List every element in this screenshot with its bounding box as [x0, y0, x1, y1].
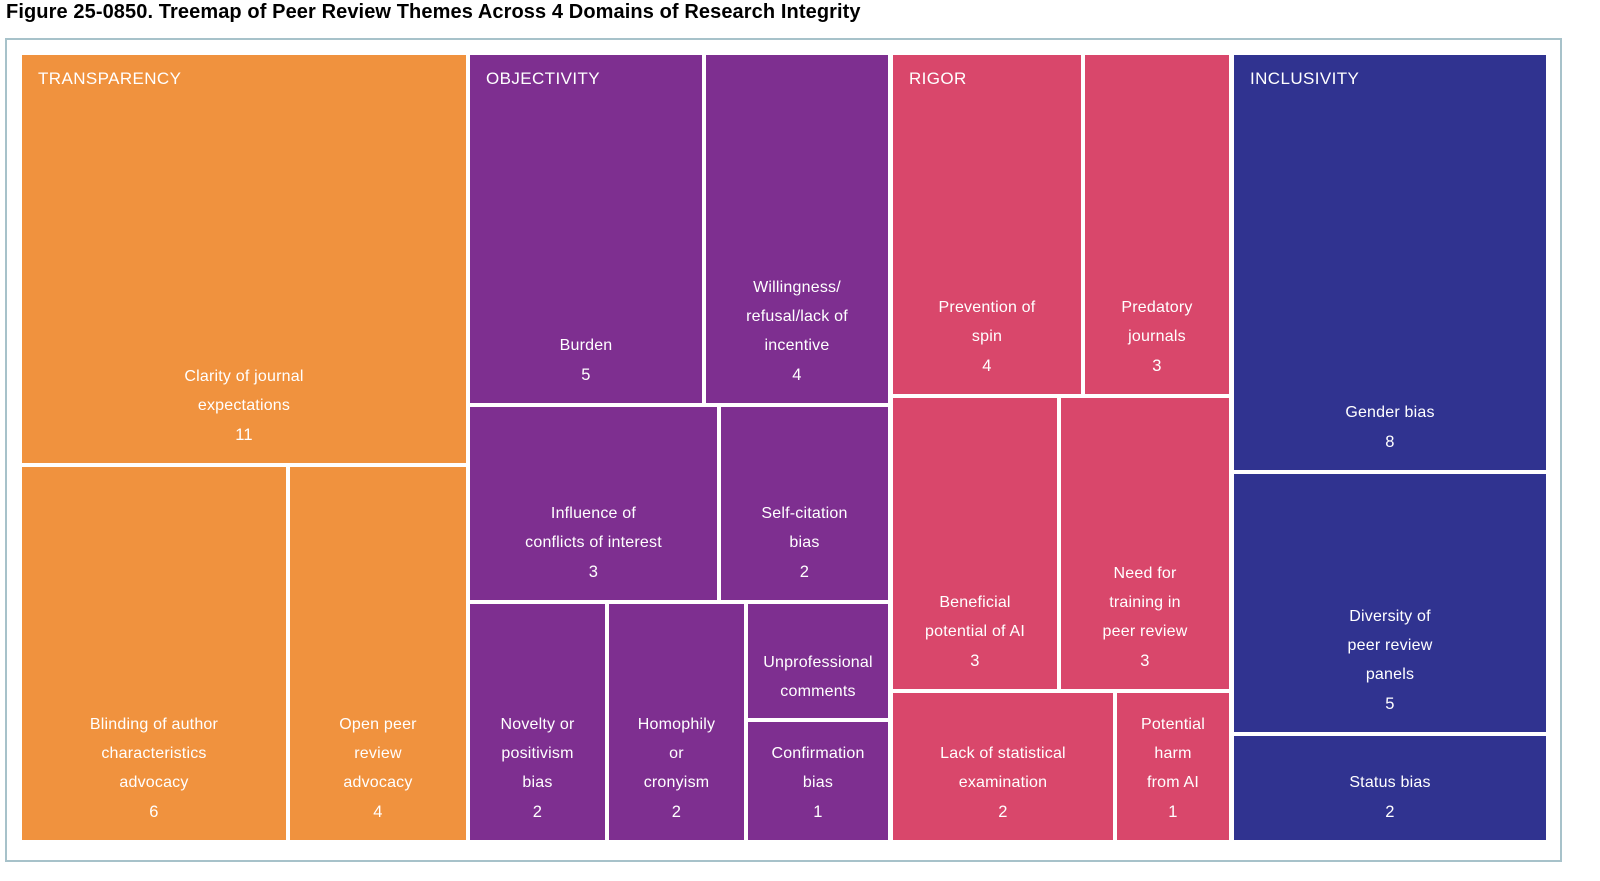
treemap-cell-willingness-refusal-lack-of-incentive: Willingness/ refusal/lack of incentive 4	[706, 55, 888, 403]
cell-value: 5	[1385, 695, 1395, 713]
cell-value: 2	[799, 563, 810, 581]
treemap-cell-burden: OBJECTIVITY Burden 5	[470, 55, 702, 403]
cell-value: 2	[671, 803, 682, 821]
cell-value: 1	[813, 803, 823, 821]
cell-label: Clarity of journal expectations	[184, 368, 304, 414]
cell-label: Novelty or positivism bias	[500, 716, 575, 791]
domain-label-rigor: RIGOR	[909, 69, 967, 88]
cell-label: Self-citation bias	[761, 505, 848, 551]
treemap-cell-gender-bias: INCLUSIVITY Gender bias 8	[1234, 55, 1546, 470]
cell-label: Open peer review advocacy	[339, 716, 417, 791]
cell-label: Gender bias	[1345, 404, 1435, 421]
cell-label: Need for training in peer review	[1102, 565, 1188, 640]
treemap-cell-confirmation-bias: Confirmation bias 1	[748, 722, 888, 840]
cell-value: 3	[970, 652, 980, 670]
cell-value: 4	[373, 803, 383, 821]
domain-label-objectivity: OBJECTIVITY	[486, 69, 600, 88]
cell-label: Lack of statistical examination	[940, 745, 1066, 791]
cell-label: Blinding of author characteristics advoc…	[89, 716, 219, 791]
treemap-cell-open-peer-review-advocacy: Open peer review advocacy 4	[290, 467, 466, 840]
cell-value: 8	[1385, 433, 1395, 451]
cell-value: 4	[982, 357, 992, 375]
treemap-cell-predatory-journals: Predatory journals 3	[1085, 55, 1229, 394]
treemap-cell-status-bias: Status bias 2	[1234, 736, 1546, 840]
treemap-cell-prevention-of-spin: RIGOR Prevention of spin 4	[893, 55, 1081, 394]
cell-value: 3	[588, 563, 599, 581]
cell-label: Diversity of peer review panels	[1347, 608, 1433, 683]
cell-label: Predatory journals	[1121, 299, 1193, 345]
cell-label: Confirmation bias	[771, 745, 865, 791]
domain-label-inclusivity: INCLUSIVITY	[1250, 69, 1360, 88]
figure-title: Figure 25-0850. Treemap of Peer Review T…	[6, 1, 861, 23]
treemap-cell-need-for-training-in-peer-review: Need for training in peer review 3	[1061, 398, 1229, 689]
cell-value: 2	[1385, 803, 1395, 821]
treemap-cell-clarity-of-journal-expectations: TRANSPARENCY Clarity of journal expectat…	[22, 55, 466, 463]
treemap-cell-influence-of-conflicts-of-interest: Influence of conflicts of interest 3	[470, 407, 717, 600]
cell-value: 11	[235, 426, 253, 444]
cell-label: Willingness/ refusal/lack of incentive	[746, 279, 848, 354]
treemap-cell-homophily-or-cronyism: Homophily or cronyism 2	[609, 604, 744, 840]
treemap-cell-novelty-or-positivism-bias: Novelty or positivism bias 2	[470, 604, 605, 840]
cell-label: Homophily or cronyism	[637, 716, 716, 791]
cell-value: 4	[792, 366, 802, 384]
cell-value: 6	[149, 803, 159, 821]
cell-label: Influence of conflicts of interest	[525, 505, 662, 551]
treemap-frame: TRANSPARENCY Clarity of journal expectat…	[5, 38, 1562, 862]
cell-value: 2	[998, 803, 1008, 821]
cell-value: 3	[1140, 652, 1150, 670]
cell-label: Status bias	[1349, 774, 1431, 791]
cell-value: 5	[581, 366, 591, 384]
cell-value: 2	[532, 803, 543, 821]
treemap-cell-beneficial-potential-of-ai: Beneficial potential of AI 3	[893, 398, 1057, 689]
treemap-cell-diversity-of-peer-review-panels: Diversity of peer review panels 5	[1234, 474, 1546, 732]
cell-label: Prevention of spin	[938, 299, 1036, 345]
domain-label-transparency: TRANSPARENCY	[38, 69, 182, 88]
cell-value: 1	[1168, 803, 1178, 821]
cell-value: 3	[1152, 357, 1162, 375]
treemap-cell-potential-harm-from-ai: Potential harm from AI 1	[1117, 693, 1229, 840]
cell-label: Potential harm from AI	[1140, 716, 1206, 791]
treemap-cell-self-citation-bias: Self-citation bias 2	[721, 407, 888, 600]
cell-label: Burden	[559, 337, 613, 354]
treemap-cell-unprofessional-comments: Unprofessional comments	[748, 604, 888, 718]
cell-label: Beneficial potential of AI	[925, 594, 1025, 640]
treemap-cell-lack-of-statistical-examination: Lack of statistical examination 2	[893, 693, 1113, 840]
cell-label: Unprofessional comments	[763, 654, 873, 700]
treemap-cell-blinding-of-author-characteristics-advocacy: Blinding of author characteristics advoc…	[22, 467, 286, 840]
